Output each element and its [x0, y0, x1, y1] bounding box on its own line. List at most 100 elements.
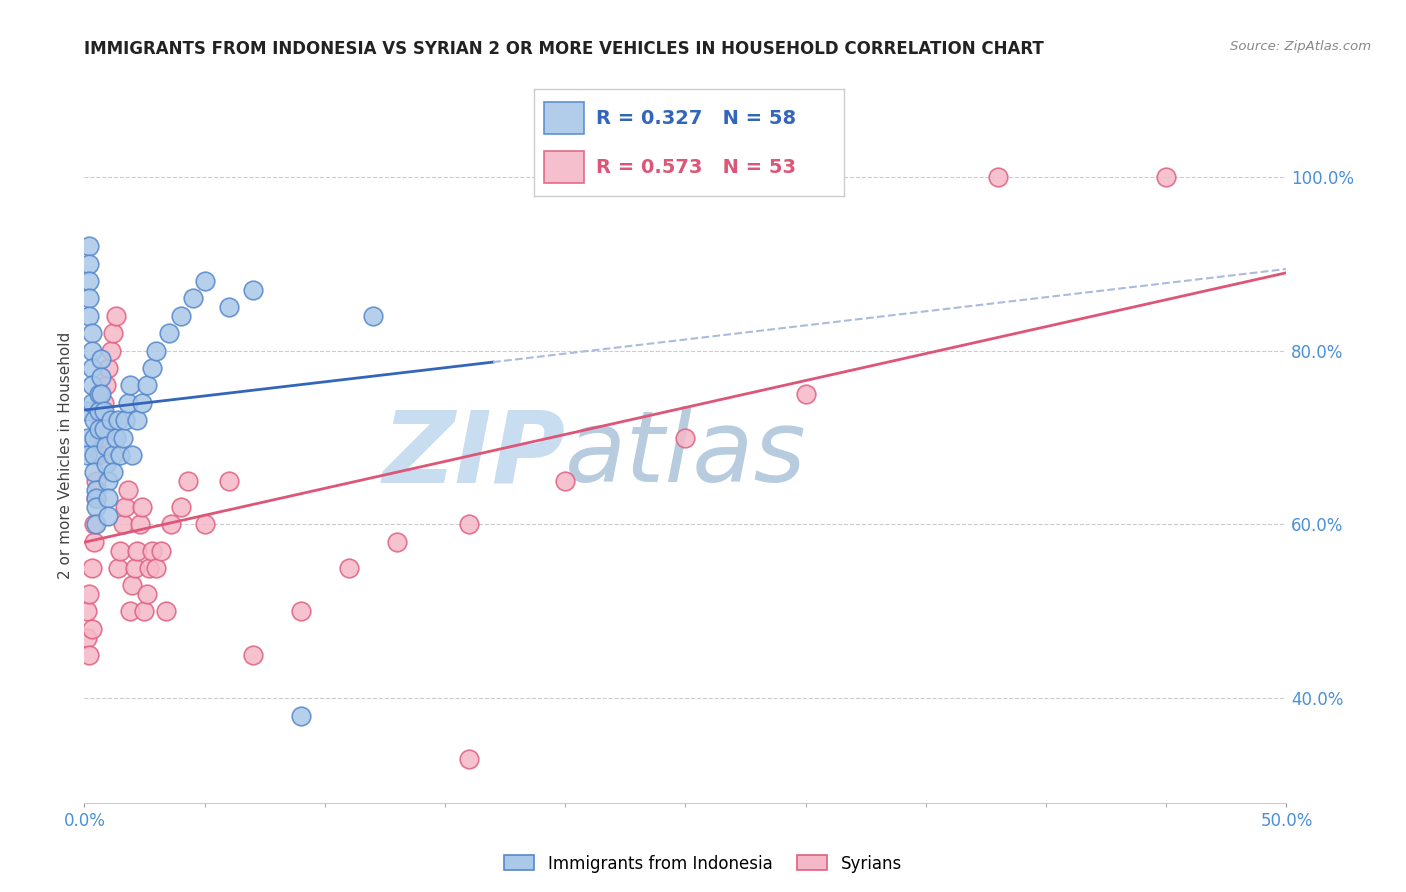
- Point: [107, 413, 129, 427]
- Point: [77, 239, 100, 253]
- Text: IMMIGRANTS FROM INDONESIA VS SYRIAN 2 OR MORE VEHICLES IN HOUSEHOLD CORRELATION : IMMIGRANTS FROM INDONESIA VS SYRIAN 2 OR…: [84, 40, 1045, 58]
- Point: [145, 343, 167, 358]
- Point: [76, 605, 98, 619]
- Point: [86, 474, 108, 488]
- Legend: Immigrants from Indonesia, Syrians: Immigrants from Indonesia, Syrians: [498, 848, 908, 880]
- Point: [138, 561, 160, 575]
- Point: [80, 396, 103, 410]
- Point: [76, 631, 98, 645]
- Point: [93, 404, 115, 418]
- Point: [141, 360, 163, 375]
- Point: [554, 474, 576, 488]
- Text: Source: ZipAtlas.com: Source: ZipAtlas.com: [1230, 40, 1371, 54]
- Point: [87, 431, 110, 445]
- Point: [385, 535, 408, 549]
- Point: [86, 491, 108, 506]
- Point: [83, 431, 105, 445]
- Point: [103, 326, 125, 341]
- Point: [83, 466, 105, 480]
- Point: [794, 387, 817, 401]
- Point: [218, 300, 240, 314]
- Point: [131, 396, 153, 410]
- Point: [290, 605, 312, 619]
- Point: [157, 326, 180, 341]
- Point: [141, 543, 163, 558]
- Point: [111, 517, 134, 532]
- Point: [94, 439, 117, 453]
- Point: [80, 622, 103, 636]
- Point: [675, 431, 697, 445]
- Point: [134, 605, 156, 619]
- Point: [100, 413, 122, 427]
- Point: [90, 369, 112, 384]
- Point: [337, 561, 360, 575]
- Point: [103, 466, 125, 480]
- Point: [80, 326, 103, 341]
- Point: [218, 474, 240, 488]
- Point: [458, 517, 481, 532]
- Point: [194, 274, 217, 288]
- Point: [94, 378, 117, 392]
- Point: [86, 517, 108, 532]
- Point: [160, 517, 183, 532]
- Point: [111, 431, 134, 445]
- Point: [181, 291, 204, 305]
- Text: R = 0.573   N = 53: R = 0.573 N = 53: [596, 158, 796, 177]
- Point: [77, 274, 100, 288]
- Point: [97, 508, 120, 523]
- Point: [87, 387, 110, 401]
- Point: [117, 396, 139, 410]
- FancyBboxPatch shape: [544, 102, 583, 134]
- Point: [118, 378, 141, 392]
- Point: [94, 457, 117, 471]
- Point: [127, 543, 149, 558]
- Point: [90, 352, 112, 367]
- Point: [76, 431, 98, 445]
- Point: [87, 422, 110, 436]
- Point: [145, 561, 167, 575]
- Point: [169, 500, 191, 514]
- Point: [117, 483, 139, 497]
- Point: [121, 578, 143, 592]
- Point: [87, 404, 110, 418]
- Text: atlas: atlas: [565, 407, 807, 503]
- Point: [194, 517, 217, 532]
- Point: [86, 500, 108, 514]
- Point: [110, 543, 132, 558]
- Point: [104, 309, 127, 323]
- Point: [128, 517, 150, 532]
- Point: [242, 648, 264, 662]
- Point: [987, 169, 1010, 184]
- Text: R = 0.327   N = 58: R = 0.327 N = 58: [596, 109, 796, 128]
- Point: [86, 491, 108, 506]
- Point: [80, 378, 103, 392]
- Y-axis label: 2 or more Vehicles in Household: 2 or more Vehicles in Household: [58, 331, 73, 579]
- Point: [127, 413, 149, 427]
- Point: [97, 474, 120, 488]
- Point: [77, 587, 100, 601]
- Point: [104, 431, 127, 445]
- Point: [1156, 169, 1178, 184]
- Point: [86, 483, 108, 497]
- Point: [177, 474, 200, 488]
- Point: [121, 448, 143, 462]
- Point: [76, 404, 98, 418]
- Point: [83, 517, 105, 532]
- Point: [87, 448, 110, 462]
- Point: [135, 378, 157, 392]
- Point: [107, 561, 129, 575]
- Point: [114, 413, 136, 427]
- Point: [80, 561, 103, 575]
- Point: [77, 648, 100, 662]
- FancyBboxPatch shape: [544, 152, 583, 184]
- Point: [76, 448, 98, 462]
- Point: [114, 500, 136, 514]
- Point: [290, 708, 312, 723]
- Point: [80, 360, 103, 375]
- Point: [110, 448, 132, 462]
- Point: [361, 309, 384, 323]
- Point: [90, 387, 112, 401]
- Point: [458, 752, 481, 766]
- Point: [77, 257, 100, 271]
- Point: [93, 422, 115, 436]
